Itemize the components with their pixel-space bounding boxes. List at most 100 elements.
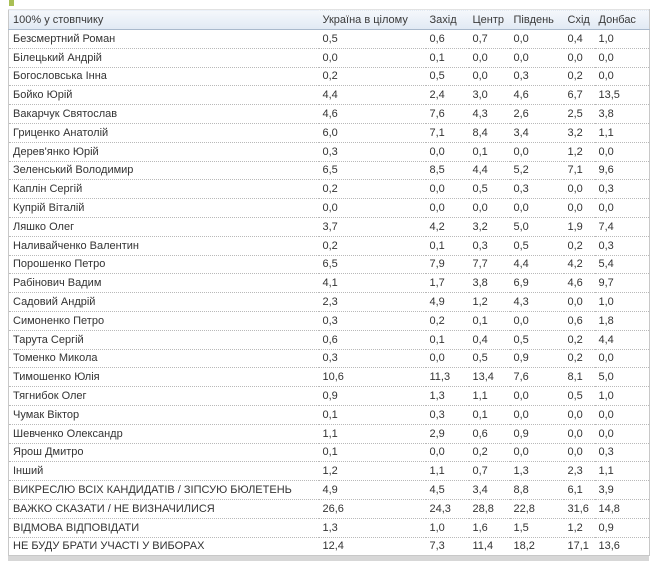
- value-cell: 3,8: [468, 273, 510, 293]
- value-cell: 7,6: [425, 104, 469, 124]
- table-row: Рабінович Вадим 4,1 1,7 3,8 6,9 4,6 9,7: [8, 273, 650, 293]
- value-cell: 28,8: [468, 498, 510, 519]
- results-table-container: 100% у стовпчику Україна в цілому Захід Цен…: [8, 9, 650, 562]
- value-cell: 0,5: [425, 66, 469, 86]
- value-cell: 1,2: [563, 141, 595, 162]
- table-row: Купрій Віталій 0,0 0,0 0,0 0,0 0,0 0,0: [8, 198, 650, 218]
- value-cell: 0,0: [563, 404, 595, 425]
- value-cell: 6,1: [563, 480, 595, 500]
- row-label-cell: Ярош Дмитро: [8, 442, 319, 462]
- value-cell: 0,0: [594, 66, 650, 86]
- value-cell: 0,5: [468, 348, 510, 368]
- table-row: Білецький Андрій 0,0 0,1 0,0 0,0 0,0 0,0: [8, 47, 650, 68]
- row-label-cell: ВАЖКО СКАЗАТИ / НЕ ВИЗНАЧИЛИСЯ: [8, 498, 319, 519]
- value-cell: 1,1: [594, 461, 650, 481]
- row-label-cell: Тарута Сергій: [8, 329, 319, 350]
- table-row: Томенко Микола 0,3 0,0 0,5 0,9 0,2 0,0: [8, 348, 650, 368]
- table-row: ВАЖКО СКАЗАТИ / НЕ ВИЗНАЧИЛИСЯ 26,6 24,3 28…: [8, 498, 650, 519]
- value-cell: 0,5: [509, 235, 564, 256]
- table-row: Інший 1,2 1,1 0,7 1,3 2,3 1,1: [8, 461, 650, 481]
- value-cell: 4,4: [468, 160, 510, 180]
- value-cell: 0,1: [468, 404, 510, 425]
- table-row: Бойко Юрій 4,4 2,4 3,0 4,6 6,7 13,5: [8, 85, 650, 105]
- value-cell: 1,1: [425, 461, 469, 481]
- value-cell: 0,2: [563, 329, 595, 350]
- value-cell: 2,6: [509, 104, 564, 124]
- value-cell: 3,7: [318, 216, 426, 237]
- column-header-2: Центр: [468, 9, 510, 30]
- value-cell: 3,4: [509, 122, 564, 143]
- value-cell: 3,2: [563, 122, 595, 143]
- table-footer-strip: [8, 556, 649, 562]
- value-cell: 0,0: [509, 442, 564, 462]
- value-cell: 22,8: [509, 498, 564, 519]
- value-cell: 4,4: [318, 85, 426, 105]
- row-label-cell: Білецький Андрій: [8, 47, 319, 68]
- value-cell: 7,9: [425, 254, 469, 274]
- value-cell: 0,0: [594, 141, 650, 162]
- row-label-cell: Шевченко Олександр: [8, 423, 319, 444]
- value-cell: 0,1: [468, 141, 510, 162]
- value-cell: 5,0: [594, 367, 650, 387]
- header-row: 100% у стовпчику Україна в цілому Захід Цен…: [8, 9, 650, 30]
- table-row: Наливайченко Валентин 0,2 0,1 0,3 0,5 0,2 0,3: [8, 235, 650, 256]
- column-header-3: Південь: [509, 9, 564, 30]
- table-row: Садовий Андрій 2,3 4,9 1,2 4,3 0,0 1,0: [8, 292, 650, 312]
- value-cell: 0,3: [594, 442, 650, 462]
- row-label-cell: Тягнибок Олег: [8, 386, 319, 406]
- value-cell: 11,4: [468, 536, 510, 556]
- column-header-5: Донбас: [594, 9, 650, 30]
- value-cell: 4,6: [509, 85, 564, 105]
- table-row: Чумак Віктор 0,1 0,3 0,1 0,0 0,0 0,0: [8, 404, 650, 425]
- value-cell: 0,0: [468, 47, 510, 68]
- value-cell: 9,6: [594, 160, 650, 180]
- value-cell: 1,8: [594, 310, 650, 331]
- row-label-cell: Дерев'янко Юрій: [8, 141, 319, 162]
- value-cell: 0,3: [509, 66, 564, 86]
- value-cell: 2,4: [425, 85, 469, 105]
- value-cell: 1,1: [318, 423, 426, 444]
- value-cell: 4,4: [509, 254, 564, 274]
- table-row: Ярош Дмитро 0,1 0,0 0,2 0,0 0,0 0,3: [8, 442, 650, 462]
- row-label-cell: Рабінович Вадим: [8, 273, 319, 293]
- value-cell: 4,9: [425, 292, 469, 312]
- table-row: ВІДМОВА ВІДПОВІДАТИ 1,3 1,0 1,6 1,5 1,2 0,9: [8, 517, 650, 538]
- value-cell: 0,0: [594, 47, 650, 68]
- value-cell: 14,8: [594, 498, 650, 519]
- value-cell: 2,3: [318, 292, 426, 312]
- value-cell: 0,0: [468, 198, 510, 218]
- value-cell: 0,0: [509, 198, 564, 218]
- column-header-4: Схід: [563, 9, 595, 30]
- value-cell: 0,0: [318, 47, 426, 68]
- value-cell: 0,2: [563, 66, 595, 86]
- value-cell: 0,1: [425, 235, 469, 256]
- value-cell: 0,0: [425, 198, 469, 218]
- value-cell: 31,6: [563, 498, 595, 519]
- value-cell: 0,0: [468, 66, 510, 86]
- value-cell: 24,3: [425, 498, 469, 519]
- value-cell: 0,3: [318, 141, 426, 162]
- row-label-cell: Інший: [8, 461, 319, 481]
- value-cell: 0,1: [468, 310, 510, 331]
- value-cell: 1,1: [594, 122, 650, 143]
- value-cell: 0,0: [509, 47, 564, 68]
- table-row: Тарута Сергій 0,6 0,1 0,4 0,5 0,2 4,4: [8, 329, 650, 350]
- value-cell: 0,3: [468, 235, 510, 256]
- value-cell: 7,3: [425, 536, 469, 556]
- value-cell: 0,0: [563, 442, 595, 462]
- value-cell: 0,0: [509, 404, 564, 425]
- corner-header-cell: 100% у стовпчику: [8, 9, 319, 30]
- value-cell: 4,6: [318, 104, 426, 124]
- value-cell: 0,0: [318, 198, 426, 218]
- value-cell: 0,0: [425, 348, 469, 368]
- value-cell: 0,6: [468, 423, 510, 444]
- row-label-cell: ВИКРЕСЛЮ ВСІХ КАНДИДАТІВ / ЗІПСУЮ БЮЛЕТЕ…: [8, 480, 319, 500]
- table-row: НЕ БУДУ БРАТИ УЧАСТІ У ВИБОРАХ 12,4 7,3 11,…: [8, 536, 650, 556]
- value-cell: 3,2: [468, 216, 510, 237]
- value-cell: 0,1: [425, 47, 469, 68]
- value-cell: 7,7: [468, 254, 510, 274]
- row-label-cell: Каплін Сергій: [8, 179, 319, 199]
- row-label-cell: Томенко Микола: [8, 348, 319, 368]
- value-cell: 3,9: [594, 480, 650, 500]
